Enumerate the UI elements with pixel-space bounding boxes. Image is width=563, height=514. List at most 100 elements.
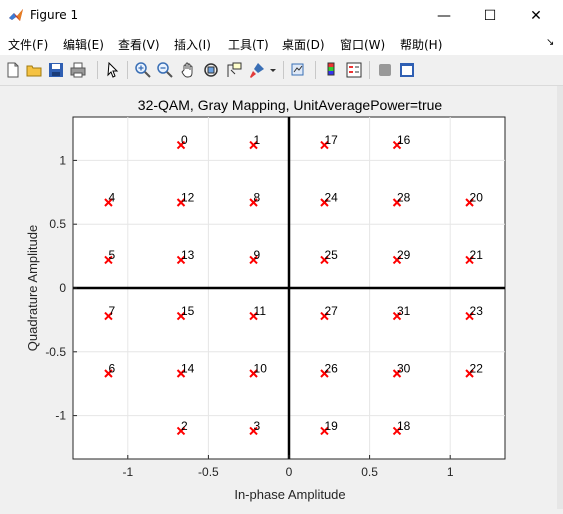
new-figure-icon[interactable] [4, 61, 22, 79]
x-marker [392, 140, 402, 150]
x-marker [392, 311, 402, 321]
constellation-point[interactable]: 0 [176, 133, 189, 150]
hide-plot-tools-icon[interactable] [376, 61, 394, 79]
title-bar: Figure 1 — ☐ ✕ [0, 0, 563, 31]
constellation-point[interactable]: 1 [249, 133, 261, 150]
menu-help[interactable]: 帮助(H) [400, 38, 443, 52]
constellation-point[interactable]: 10 [249, 362, 267, 378]
x-marker [465, 369, 474, 378]
pointer-icon[interactable] [104, 61, 122, 79]
point-label: 15 [181, 304, 195, 318]
constellation-point[interactable]: 2 [176, 419, 189, 436]
data-cursor-icon[interactable] [225, 61, 243, 79]
point-label: 11 [254, 304, 267, 318]
constellation-point[interactable]: 21 [465, 248, 483, 265]
x-marker [176, 140, 186, 150]
constellation-point[interactable]: 27 [320, 304, 338, 321]
save-icon[interactable] [47, 61, 65, 79]
data-points: 0 12 3456789101112131415161718192021222324… [104, 133, 484, 436]
x-marker [392, 198, 402, 207]
x-marker [104, 369, 113, 378]
menu-view[interactable]: 查看(V) [118, 38, 160, 52]
point-label: 27 [324, 304, 338, 318]
constellation-point[interactable]: 20 [465, 191, 484, 207]
x-marker [176, 198, 186, 207]
point-label: 24 [324, 191, 338, 205]
constellation-point[interactable]: 25 [320, 248, 338, 265]
constellation-point[interactable]: 16 [392, 133, 411, 150]
toolbar [0, 55, 563, 86]
minimize-button[interactable]: — [421, 0, 467, 31]
menu-overflow-icon[interactable]: ↘ [546, 37, 555, 48]
constellation-point[interactable]: 13 [176, 248, 195, 265]
x-marker [176, 311, 186, 321]
menu-tools[interactable]: 工具(T) [228, 38, 269, 52]
constellation-point[interactable]: 29 [392, 248, 411, 265]
constellation-point[interactable]: 24 [320, 191, 338, 207]
colorbar-icon[interactable] [322, 61, 340, 79]
zoom-in-icon[interactable] [134, 61, 152, 79]
constellation-point[interactable]: 28 [392, 191, 411, 207]
maximize-button[interactable]: ☐ [467, 0, 513, 31]
constellation-point[interactable]: 19 [320, 419, 338, 436]
x-axis-label: In-phase Amplitude [234, 487, 345, 502]
constellation-point[interactable]: 12 [176, 191, 195, 207]
menu-bar: 文件(F) 编辑(E) 查看(V) 插入(I) 工具(T) 桌面(D) 窗口(W… [0, 31, 563, 55]
x-marker [320, 369, 329, 378]
constellation-point[interactable]: 30 [392, 362, 411, 378]
point-label: 16 [397, 133, 411, 147]
x-marker [320, 198, 329, 207]
menu-desktop[interactable]: 桌面(D) [282, 38, 325, 52]
constellation-point[interactable]: 26 [320, 362, 338, 378]
print-icon[interactable] [69, 61, 87, 79]
link-plot-icon[interactable] [289, 61, 307, 79]
constellation-point[interactable]: 5 [104, 248, 116, 265]
chart-title: 32-QAM, Gray Mapping, UnitAveragePower=t… [138, 97, 443, 113]
constellation-point[interactable]: 7 [104, 304, 116, 321]
constellation-point[interactable]: 31 [392, 304, 411, 321]
x-marker [392, 426, 402, 436]
window-edge [557, 86, 563, 509]
x-tick-label: 0 [286, 465, 293, 479]
constellation-point[interactable]: 8 [249, 191, 261, 207]
open-file-icon[interactable] [25, 61, 43, 79]
rotate-3d-icon[interactable] [202, 61, 220, 79]
x-marker [320, 311, 329, 321]
constellation-point[interactable]: 3 [249, 419, 261, 436]
x-marker [249, 255, 258, 265]
x-tick-label: 1 [447, 465, 454, 479]
constellation-point[interactable]: 15 [176, 304, 195, 321]
point-label: 20 [470, 191, 484, 205]
legend-icon[interactable] [345, 61, 363, 79]
constellation-point[interactable]: 22 [465, 362, 483, 378]
constellation-point[interactable]: 23 [465, 304, 483, 321]
menu-edit[interactable]: 编辑(E) [63, 38, 104, 52]
zoom-out-icon[interactable] [156, 61, 174, 79]
point-label: 0 [181, 133, 188, 147]
constellation-point[interactable]: 18 [392, 419, 411, 436]
y-tick-label: 0 [59, 281, 66, 295]
brush-dropdown-icon[interactable] [268, 61, 278, 79]
constellation-point[interactable]: 4 [104, 191, 116, 207]
pan-icon[interactable] [179, 61, 197, 79]
x-tick-label: -1 [122, 465, 133, 479]
constellation-point[interactable]: 14 [176, 362, 195, 378]
menu-insert[interactable]: 插入(I) [174, 38, 211, 52]
constellation-point[interactable]: 9 [249, 248, 261, 265]
x-marker [320, 255, 329, 265]
scatter-chart[interactable]: 32-QAM, Gray Mapping, UnitAveragePower=t… [0, 86, 557, 509]
point-label: 30 [397, 362, 411, 376]
x-marker [320, 140, 329, 150]
brush-icon[interactable] [248, 61, 266, 79]
constellation-point[interactable]: 6 [104, 362, 116, 378]
constellation-point[interactable]: 17 [320, 133, 338, 150]
x-marker [249, 140, 258, 150]
menu-file[interactable]: 文件(F) [8, 38, 49, 52]
show-plot-tools-icon[interactable] [398, 61, 416, 79]
x-marker [392, 255, 402, 265]
constellation-point[interactable]: 11 [249, 304, 267, 321]
point-label: 14 [181, 362, 195, 376]
point-label: 2 [181, 419, 188, 433]
close-button[interactable]: ✕ [513, 0, 559, 31]
menu-window[interactable]: 窗口(W) [340, 38, 386, 52]
